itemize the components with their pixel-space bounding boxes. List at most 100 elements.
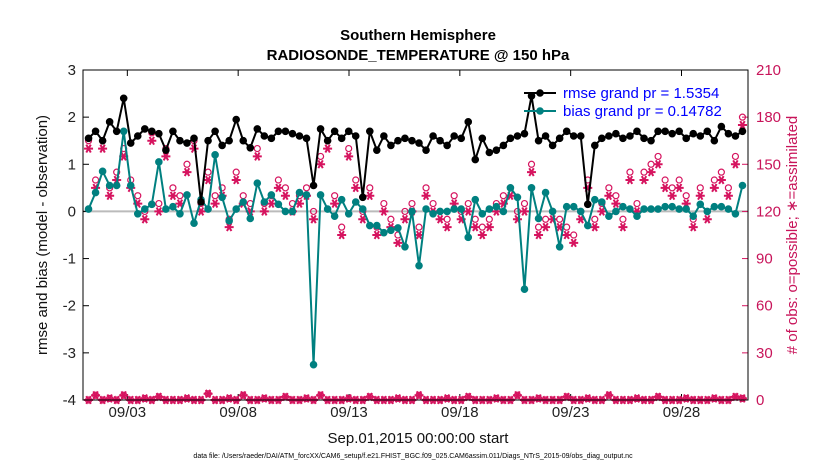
assimilated-bottom-point	[512, 390, 522, 400]
rmse-point	[647, 136, 655, 145]
assimilated-bottom-point	[259, 394, 269, 403]
possible-point	[309, 207, 318, 216]
y-axis-label-left: rmse and bias (model - observation)	[34, 115, 51, 355]
possible-point	[605, 184, 613, 192]
assimilated-point	[477, 230, 487, 240]
possible-point	[408, 199, 416, 208]
rmse-point	[288, 129, 297, 138]
rmse-point	[387, 141, 395, 150]
bias-point	[668, 202, 676, 211]
rmse-point	[98, 136, 107, 145]
bias-point	[471, 195, 480, 204]
y-left-tick-label: 0	[68, 203, 76, 220]
possible-point	[450, 192, 458, 200]
x-tick-label: 09/23	[552, 404, 590, 421]
rmse-point	[598, 134, 606, 143]
bias-point	[323, 205, 332, 213]
bias-point	[105, 181, 114, 190]
rmse-point	[710, 136, 719, 145]
rmse-point	[408, 136, 416, 145]
assimilated-bottom-point	[604, 390, 614, 400]
rmse-point	[190, 134, 198, 143]
possible-point	[429, 199, 437, 208]
rmse-point	[485, 148, 494, 157]
possible-point	[169, 184, 177, 192]
bias-point	[91, 188, 100, 197]
chart-title-line1: Southern Hemisphere	[340, 27, 496, 44]
bias-point	[436, 207, 444, 216]
rmse-point	[661, 127, 669, 136]
bias-point	[246, 214, 255, 223]
x-axis-label: Sep.01,2015 00:00:00 start	[328, 430, 510, 447]
possible-point	[464, 199, 472, 208]
rmse-point	[119, 94, 128, 103]
assimilated-point	[463, 207, 473, 216]
bias-point	[302, 191, 311, 199]
bias-point	[204, 205, 212, 213]
rmse-point	[731, 132, 740, 140]
rmse-point	[724, 129, 733, 138]
rmse-point	[513, 132, 522, 140]
rmse-point	[337, 134, 346, 143]
assimilated-point	[266, 199, 276, 208]
assimilated-point	[604, 191, 614, 201]
possible-point	[345, 144, 353, 153]
bias-point	[288, 207, 297, 216]
assimilated-point	[442, 222, 452, 232]
assimilated-point	[337, 230, 347, 240]
bias-point	[401, 242, 409, 251]
bias-point	[710, 202, 719, 211]
bias-point	[562, 202, 571, 211]
x-tick-label: 09/03	[109, 404, 147, 421]
possible-point	[654, 152, 662, 161]
assimilated-point	[484, 222, 494, 232]
bias-point	[576, 207, 585, 216]
possible-point	[591, 215, 599, 223]
rmse-point	[457, 134, 466, 143]
assimilated-bottom-point	[280, 392, 290, 402]
assimilated-point	[147, 136, 157, 146]
possible-point	[520, 199, 529, 208]
rmse-point	[218, 141, 226, 150]
rmse-point	[351, 132, 360, 140]
bias-point	[373, 221, 381, 230]
assimilated-bottom-point	[182, 394, 192, 403]
assimilated-point	[365, 191, 375, 201]
y-axis-label-right: # of obs: o=possible; ∗=assimilated	[784, 116, 801, 355]
rmse-point	[541, 132, 550, 140]
assimilated-bottom-point	[709, 394, 719, 403]
bias-point	[457, 205, 466, 213]
rmse-point	[323, 136, 332, 145]
rmse-point	[176, 136, 184, 145]
possible-point	[253, 144, 261, 153]
assimilated-point	[737, 120, 747, 130]
possible-point	[626, 168, 634, 176]
assimilated-point	[224, 222, 234, 232]
rmse-point	[365, 127, 374, 136]
rmse-point	[583, 200, 592, 209]
bias-point	[583, 221, 592, 230]
rmse-point	[682, 134, 691, 143]
bias-point	[422, 205, 430, 213]
bias-point	[344, 209, 353, 218]
rmse-point	[717, 122, 726, 131]
assimilated-bottom-point	[442, 394, 452, 403]
bias-point	[492, 202, 501, 211]
possible-point	[738, 113, 747, 121]
rmse-point	[232, 115, 241, 124]
bias-point	[169, 202, 177, 211]
bias-point	[506, 184, 515, 192]
assimilated-point	[674, 183, 684, 193]
rmse-point	[576, 132, 585, 140]
plot-frame	[82, 69, 749, 401]
possible-point	[331, 192, 339, 200]
legend-rmse-marker	[536, 89, 544, 97]
possible-point	[696, 184, 704, 192]
assimilated-point	[372, 230, 382, 240]
assimilated-point	[168, 191, 178, 201]
rmse-point	[562, 127, 571, 136]
assimilated-bottom-point	[463, 392, 473, 402]
rmse-point	[401, 134, 409, 143]
